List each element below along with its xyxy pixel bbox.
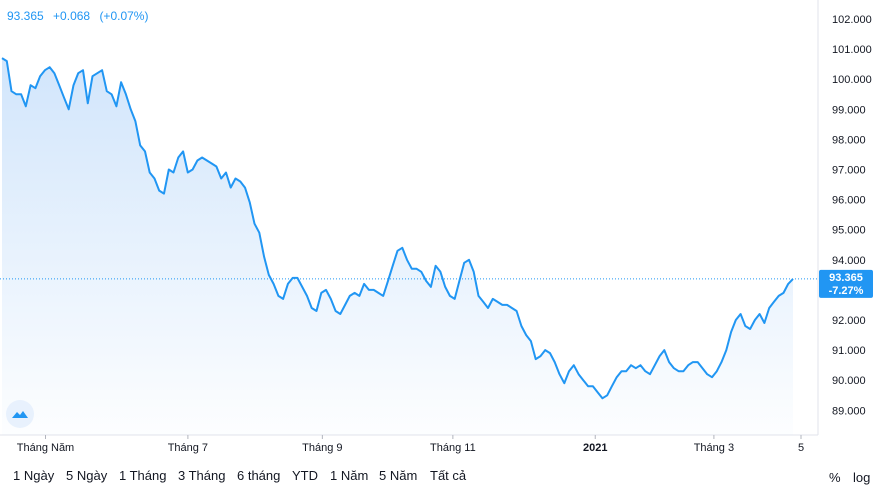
range-button[interactable]: 1 Tháng [119,468,167,483]
range-button[interactable]: 1 Năm [330,468,369,483]
y-tick-label: 89.000 [832,405,866,417]
x-tick-label: Tháng 11 [430,442,476,454]
y-tick-label: 99.000 [832,104,866,116]
y-tick-label: 102.000 [832,14,872,26]
log-scale-button[interactable]: log [853,470,871,485]
price-chart[interactable]: 102.000 101.000 100.000 99.000 98.000 97.000 9… [0,0,879,460]
price-tag-box [819,269,873,298]
y-tick-label: 95.000 [832,225,866,237]
y-tick-label: 100.000 [832,74,872,86]
range-button[interactable]: 3 Tháng [178,468,226,483]
y-tick-label: 94.000 [832,255,866,267]
x-tick-label: Tháng 9 [302,442,342,454]
y-axis: 102.000 101.000 100.000 99.000 98.000 97.000 9… [832,14,872,417]
range-button[interactable]: 5 Năm [379,468,418,483]
y-tick-label: 98.000 [832,134,866,146]
y-tick-label: 101.000 [832,44,872,56]
legend-change: +0.068 [53,9,91,23]
area-fill [2,58,793,435]
x-tick-label: Tháng 3 [694,442,734,454]
range-button[interactable]: YTD [292,468,318,483]
price-line [1,57,794,400]
y-tick-label: 91.000 [832,345,866,357]
price-tag-value: 93.365 [829,272,863,284]
legend-price: 93.365 [7,9,44,23]
x-tick-label: Tháng 7 [168,442,208,454]
range-button[interactable]: 5 Ngày [66,468,108,483]
range-button[interactable]: 1 Ngày [13,468,55,483]
x-tick-label: 5 [798,442,804,454]
x-axis: Tháng Năm Tháng 7 Tháng 9 Tháng 11 2021 Tháng… [17,435,804,454]
price-tag-percent: -7.27% [829,285,864,297]
x-tick-label: 2021 [583,442,607,454]
range-button[interactable]: Tất cả [430,468,467,483]
y-tick-label: 97.000 [832,165,866,177]
area-path [2,58,793,435]
price-legend: 93.365 +0.068 (+0.07%) [7,9,154,23]
price-tag: 93.365 -7.27% [819,269,873,298]
range-toolbar: 1 Ngày 5 Ngày 1 Tháng 3 Tháng 6 tháng YTD 1 Nă… [0,460,879,491]
series-line [1,57,794,400]
legend-change-percent: (+0.07%) [99,9,149,23]
y-tick-label: 90.000 [832,375,866,387]
tradingview-cloud-icon[interactable] [6,400,34,428]
y-tick-label: 96.000 [832,195,866,207]
y-tick-label: 92.000 [832,315,866,327]
range-button[interactable]: 6 tháng [237,468,281,483]
x-tick-label: Tháng Năm [17,442,74,454]
percent-scale-button[interactable]: % [829,470,841,485]
